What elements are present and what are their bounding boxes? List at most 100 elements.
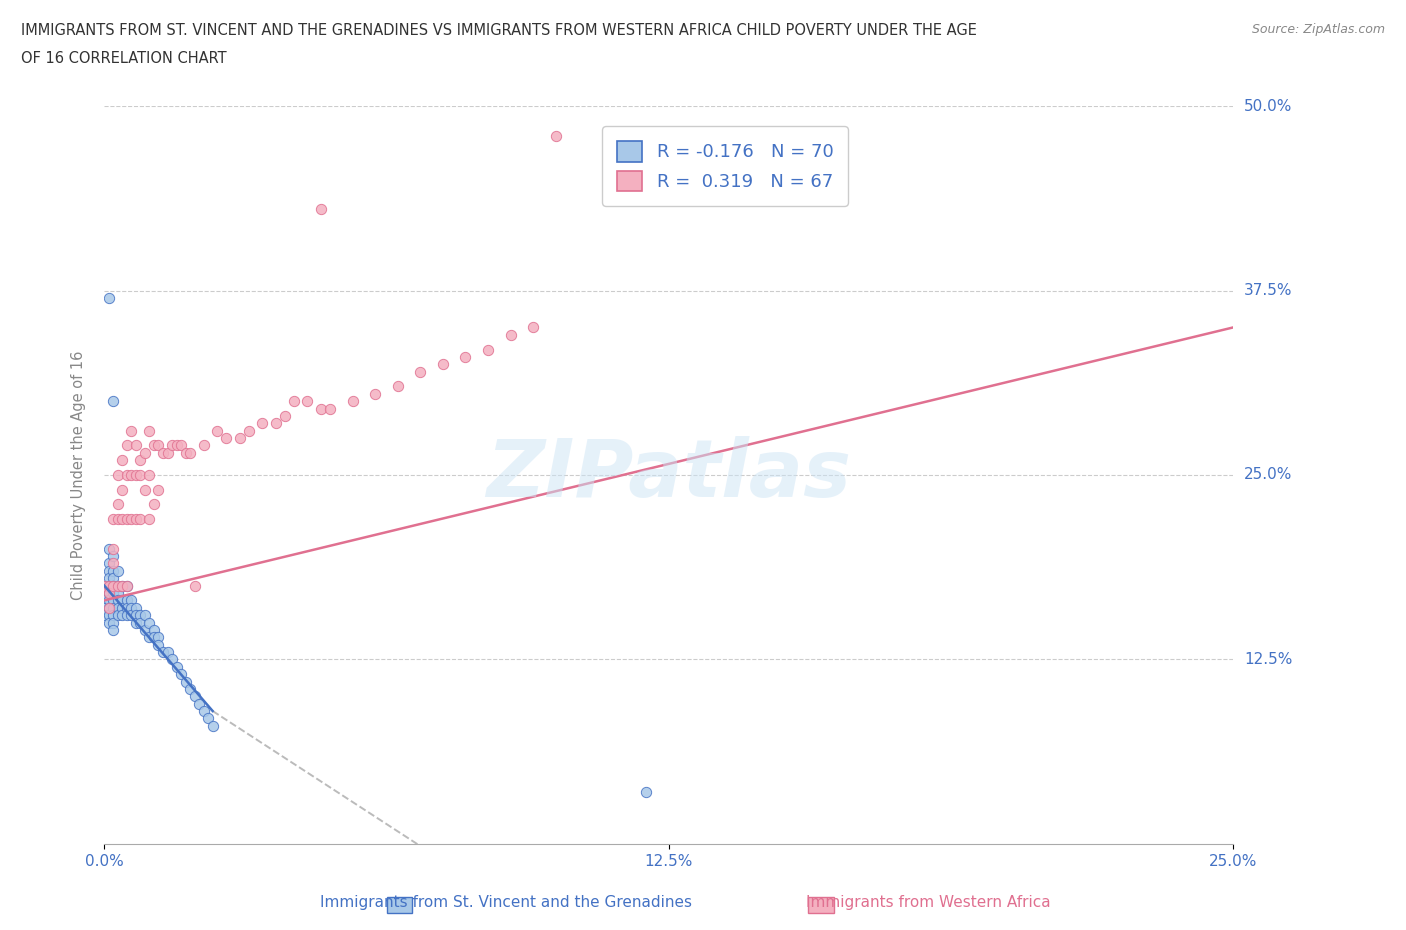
Point [111, 607, 134, 622]
Point [107, 586, 129, 601]
Point [115, 468, 138, 483]
Point [522, 320, 544, 335]
Point [111, 483, 134, 498]
Point [143, 497, 166, 512]
Point [156, 445, 179, 460]
Point [477, 342, 499, 357]
Point [134, 445, 156, 460]
Point [454, 350, 477, 365]
Text: ZIPatlas: ZIPatlas [486, 436, 851, 514]
Point [103, 564, 125, 578]
Point [103, 578, 125, 593]
Point [103, 571, 125, 586]
Point [111, 453, 134, 468]
Point [93, 578, 115, 593]
Point [115, 600, 138, 615]
Point [309, 401, 332, 416]
Point [125, 438, 148, 453]
Point [120, 468, 142, 483]
Point [103, 578, 125, 593]
Point [183, 689, 205, 704]
Point [229, 431, 252, 445]
Point [143, 438, 166, 453]
Point [125, 615, 148, 630]
Point [152, 445, 174, 460]
Point [103, 512, 125, 526]
Point [93, 593, 115, 608]
Point [93, 578, 115, 593]
Point [309, 202, 332, 217]
Point [97, 578, 120, 593]
Point [297, 393, 319, 408]
Point [93, 607, 115, 622]
Point [138, 615, 160, 630]
Point [103, 607, 125, 622]
Point [120, 593, 142, 608]
Point [103, 593, 125, 608]
Point [238, 423, 260, 438]
Text: 12.5%: 12.5% [1244, 652, 1292, 667]
Point [274, 408, 297, 423]
Point [107, 593, 129, 608]
Point [134, 607, 156, 622]
Point [264, 416, 287, 431]
Point [148, 483, 170, 498]
Point [97, 600, 120, 615]
Point [252, 416, 274, 431]
Text: Immigrants from St. Vincent and the Grenadines: Immigrants from St. Vincent and the Gren… [321, 895, 692, 910]
Point [143, 622, 166, 637]
Text: 37.5%: 37.5% [1244, 283, 1292, 299]
Point [283, 393, 305, 408]
Point [93, 600, 115, 615]
Point [205, 423, 228, 438]
Point [179, 682, 201, 697]
Point [103, 393, 125, 408]
Point [115, 593, 138, 608]
Point [125, 468, 148, 483]
Point [111, 578, 134, 593]
Point [174, 445, 197, 460]
Point [409, 365, 432, 379]
Text: 25.0%: 25.0% [1244, 468, 1292, 483]
Point [125, 512, 148, 526]
Point [188, 697, 211, 711]
Point [103, 615, 125, 630]
Point [152, 644, 174, 659]
Point [107, 578, 129, 593]
Point [166, 438, 188, 453]
Point [636, 785, 658, 800]
Point [387, 379, 409, 394]
Point [107, 512, 129, 526]
Point [107, 468, 129, 483]
Point [143, 630, 166, 644]
Point [111, 512, 134, 526]
Point [103, 549, 125, 564]
Point [174, 674, 197, 689]
Point [319, 401, 342, 416]
Point [201, 718, 224, 733]
Point [129, 607, 152, 622]
Point [115, 578, 138, 593]
Point [107, 578, 129, 593]
Point [148, 630, 170, 644]
Point [115, 607, 138, 622]
Point [97, 571, 120, 586]
Point [103, 556, 125, 571]
Point [125, 600, 148, 615]
Point [193, 438, 215, 453]
Point [166, 659, 188, 674]
Point [103, 622, 125, 637]
Text: Immigrants from Western Africa: Immigrants from Western Africa [806, 895, 1050, 910]
Point [197, 711, 219, 725]
Point [129, 512, 152, 526]
Point [97, 541, 120, 556]
Text: 50.0%: 50.0% [1244, 99, 1292, 113]
Point [97, 600, 120, 615]
Point [107, 600, 129, 615]
Point [544, 128, 567, 143]
Point [97, 578, 120, 593]
Y-axis label: Child Poverty Under the Age of 16: Child Poverty Under the Age of 16 [72, 351, 86, 600]
Point [129, 453, 152, 468]
Point [111, 593, 134, 608]
Point [120, 607, 142, 622]
